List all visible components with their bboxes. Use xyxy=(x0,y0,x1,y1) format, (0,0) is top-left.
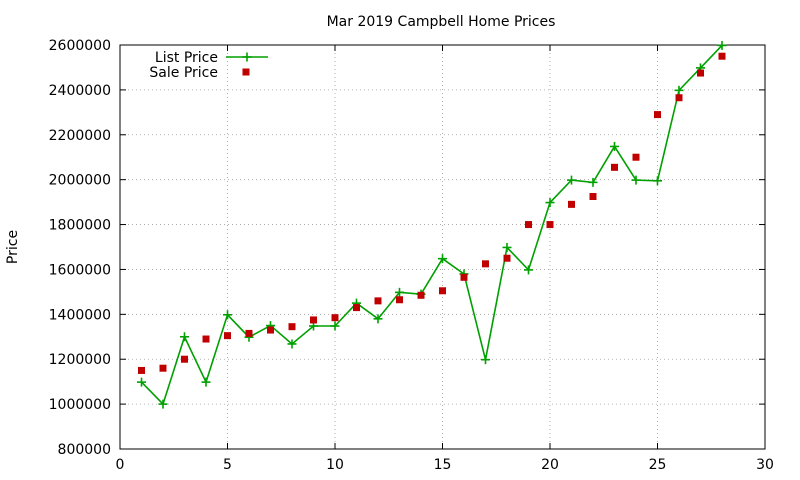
list-price-point-21 xyxy=(567,175,576,185)
legend-marker-list-price xyxy=(242,52,252,62)
chart-title: Mar 2019 Campbell Home Prices xyxy=(327,14,556,30)
sale-price-point-26 xyxy=(675,94,683,102)
sale-price-point-23 xyxy=(611,163,618,171)
sale-price-point-22 xyxy=(589,193,597,200)
y-tick-label-1: 1000000 xyxy=(49,397,111,413)
sale-price-point-24 xyxy=(632,153,640,161)
list-price-point-22 xyxy=(588,177,598,187)
y-tick-label-3: 1400000 xyxy=(49,307,111,323)
series-line-list-price xyxy=(140,44,723,406)
list-price-point-17 xyxy=(481,355,490,365)
y-axis-label: Price xyxy=(5,230,21,264)
x-tick-label-5: 25 xyxy=(649,457,667,473)
axis-ticks: 0 5 10 15 20 25 30 800000 1000000 1200000 1400000 1… xyxy=(49,38,774,473)
sale-price-point-3 xyxy=(181,355,188,363)
sale-price-point-16 xyxy=(460,273,468,281)
sale-price-point-5 xyxy=(224,332,231,340)
y-tick-label-0: 800000 xyxy=(58,442,111,458)
y-tick-label-8: 2400000 xyxy=(49,83,111,99)
sale-price-point-19 xyxy=(525,221,532,229)
list-price-point-1 xyxy=(137,377,146,387)
list-price-point-2 xyxy=(158,399,168,409)
sale-price-point-20 xyxy=(546,221,554,229)
list-price-point-25 xyxy=(653,176,662,186)
list-price-point-4 xyxy=(201,377,211,387)
y-tick-label-2: 1200000 xyxy=(49,352,111,368)
list-price-point-24 xyxy=(631,175,641,185)
list-price-point-23 xyxy=(610,141,619,151)
y-tick-label-4: 1600000 xyxy=(49,262,111,278)
y-tick-label-7: 2200000 xyxy=(49,128,111,144)
sale-price-point-28 xyxy=(718,52,726,60)
sale-price-point-25 xyxy=(654,111,661,119)
list-price-point-19 xyxy=(524,265,533,275)
sale-price-point-4 xyxy=(202,335,210,343)
x-tick-label-0: 0 xyxy=(116,457,125,473)
list-price-point-15 xyxy=(438,254,447,264)
list-price-point-18 xyxy=(502,242,512,252)
y-tick-label-5: 1800000 xyxy=(49,218,111,234)
sale-price-point-7 xyxy=(267,326,274,334)
grid xyxy=(120,45,765,449)
legend-marker-sale-price xyxy=(242,68,250,76)
series xyxy=(137,40,727,409)
sale-price-point-18 xyxy=(503,254,511,262)
legend-label-0: List Price xyxy=(155,50,218,66)
x-tick-label-3: 15 xyxy=(434,457,452,473)
list-price-point-5 xyxy=(223,310,232,320)
sale-price-point-9 xyxy=(310,316,317,324)
x-tick-label-4: 20 xyxy=(541,457,559,473)
sale-price-point-12 xyxy=(374,297,382,305)
series-sale-price xyxy=(138,52,726,374)
sale-price-point-17 xyxy=(482,260,489,268)
list-price-point-20 xyxy=(545,198,555,208)
list-price-point-3 xyxy=(180,332,189,342)
sale-price-point-21 xyxy=(568,200,575,208)
sale-price-point-2 xyxy=(159,364,167,372)
sale-price-point-15 xyxy=(439,287,446,295)
sale-price-point-13 xyxy=(396,296,403,304)
y-tick-label-6: 2000000 xyxy=(49,173,111,189)
list-price-point-8 xyxy=(287,339,297,349)
sale-price-point-1 xyxy=(138,366,145,374)
sale-price-point-27 xyxy=(697,69,704,77)
series-list-price xyxy=(137,40,727,409)
y-tick-label-9: 2600000 xyxy=(49,38,111,54)
list-price-point-12 xyxy=(373,314,383,324)
sale-price-point-8 xyxy=(288,323,296,331)
x-tick-label-1: 5 xyxy=(223,457,232,473)
x-tick-label-6: 30 xyxy=(756,457,774,473)
list-price-point-26 xyxy=(674,85,684,95)
list-price-point-10 xyxy=(330,321,340,331)
sale-price-point-11 xyxy=(353,304,360,312)
sale-price-point-6 xyxy=(245,329,253,337)
list-price-point-28 xyxy=(717,40,727,50)
sale-price-point-14 xyxy=(417,291,425,299)
legend-label-1: Sale Price xyxy=(149,65,218,81)
sale-price-point-10 xyxy=(331,314,339,322)
x-tick-label-2: 10 xyxy=(326,457,344,473)
list-price-point-13 xyxy=(395,287,404,297)
